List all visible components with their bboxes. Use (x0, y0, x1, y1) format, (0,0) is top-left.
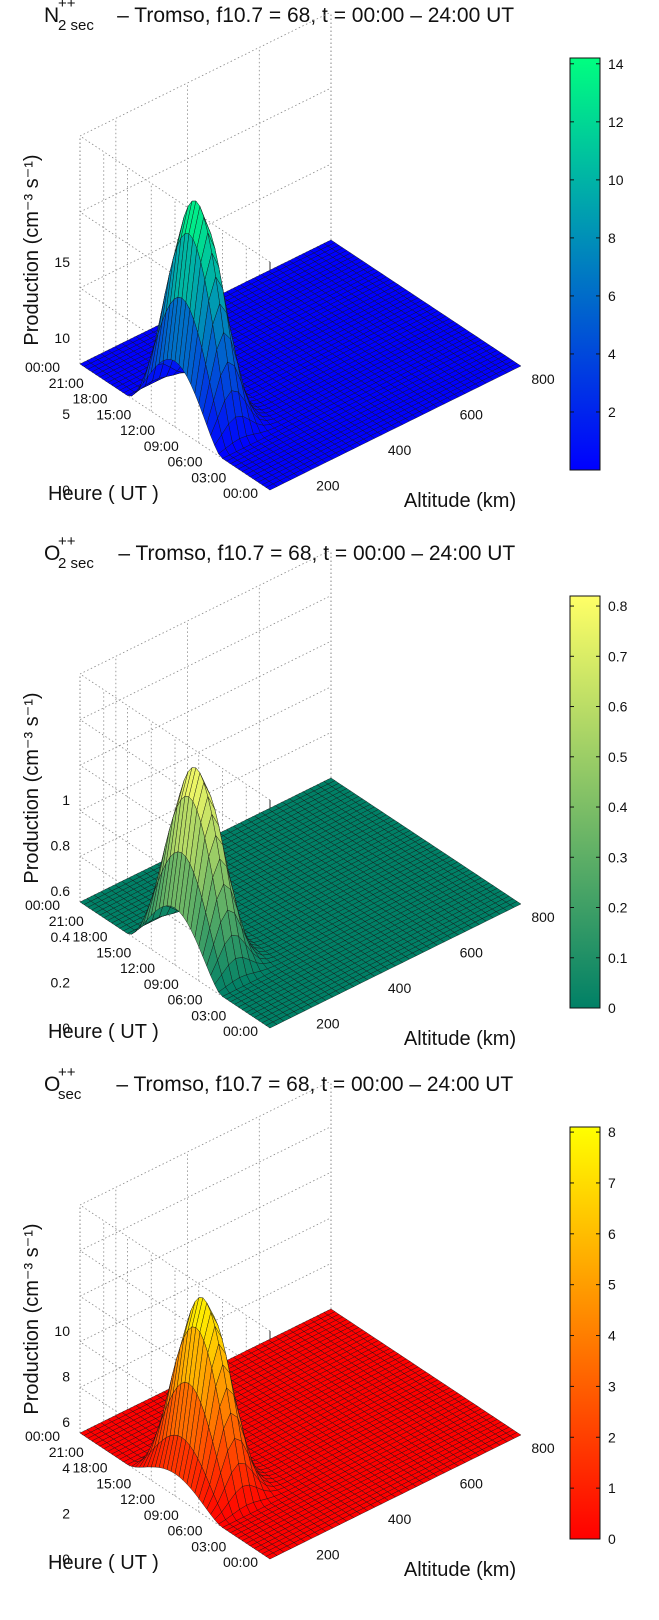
altitude-tick-label: 400 (388, 980, 412, 996)
z-tick-label: 10 (54, 330, 70, 346)
hour-tick-label: 00:00 (223, 1023, 258, 1039)
hour-tick-label: 12:00 (120, 960, 155, 976)
hour-tick-label: 12:00 (120, 422, 155, 438)
title-species: N (44, 4, 60, 27)
y-axis-label: Heure ( UT ) (48, 483, 159, 505)
hour-tick-label: 03:00 (191, 1007, 226, 1023)
hour-tick-label: 09:00 (144, 976, 179, 992)
axes: 00.20.40.60.8100:0003:0006:0009:0012:001… (21, 692, 555, 1050)
altitude-tick-label: 400 (388, 442, 412, 458)
surface-plot: 05101500:0003:0006:0009:0012:0015:0018:0… (21, 11, 624, 512)
title-subscript-text: sec (70, 555, 94, 572)
colorbar-tick-label: 0.3 (608, 849, 628, 865)
chart-title: O ++ sec – Tromso, f10.7 = 68, t = 00:00 – … (44, 1064, 514, 1103)
colorbar-tick-label: 14 (608, 56, 624, 72)
chart-panel-o2: O ++ 2 sec – Tromso, f10.7 = 68, t = 00:00 … (0, 533, 659, 1078)
hour-tick-label: 06:00 (167, 454, 202, 470)
colorbar-tick-label: 0.7 (608, 648, 628, 664)
z-tick-label: 0.4 (51, 929, 71, 945)
altitude-tick-label: 600 (460, 944, 484, 960)
z-axis-label: Production (cm⁻³ s⁻¹) (21, 692, 43, 883)
title-subscript-text: sec (70, 17, 94, 34)
hour-tick-label: 18:00 (72, 391, 107, 407)
hour-tick-label: 00:00 (25, 359, 60, 375)
x-axis-label: Altitude (km) (404, 490, 516, 512)
colorbar-tick-label: 0.4 (608, 799, 628, 815)
altitude-tick-label: 200 (316, 1015, 340, 1031)
z-tick-label: 0.8 (51, 838, 71, 854)
colorbar-tick-label: 8 (608, 230, 616, 246)
z-tick-label: 5 (62, 406, 70, 422)
surface-plot: 00.20.40.60.8100:0003:0006:0009:0012:001… (21, 549, 628, 1050)
colorbar-tick-label: 0.6 (608, 699, 628, 715)
hour-tick-label: 21:00 (49, 375, 84, 391)
hour-tick-label: 00:00 (25, 897, 60, 913)
hour-tick-label: 21:00 (49, 913, 84, 929)
altitude-tick-label: 800 (531, 371, 555, 387)
colorbar-tick-label: 0.2 (608, 900, 628, 916)
colorbar-tick-label: 4 (608, 346, 616, 362)
altitude-tick-label: 800 (531, 909, 555, 925)
x-axis-label: Altitude (km) (404, 1028, 516, 1050)
altitude-tick-label: 600 (460, 406, 484, 422)
colorbar-tick-label: 2 (608, 404, 616, 420)
grid-line (79, 549, 332, 801)
title-subscript: 2 sec (58, 17, 94, 34)
z-axis-label: Production (cm⁻³ s⁻¹) (21, 154, 43, 345)
hour-tick-label: 18:00 (72, 929, 107, 945)
hour-tick-label: 09:00 (144, 438, 179, 454)
colorbar-tick-label: 10 (608, 172, 624, 188)
grid-line (79, 1080, 332, 1332)
surface (79, 1296, 522, 1560)
colorbar (569, 57, 601, 471)
altitude-tick-label: 200 (316, 477, 340, 493)
chart-panel-o: O ++ sec – Tromso, f10.7 = 68, t = 00:00 – … (0, 1064, 659, 1609)
z-tick-label: 0.2 (51, 974, 71, 990)
surface (79, 766, 522, 1029)
title-text: – Tromso, f10.7 = 68, t = 00:00 – 24:00 … (117, 4, 515, 27)
hour-tick-label: 15:00 (96, 406, 131, 422)
colorbar-tick-label: 6 (608, 288, 616, 304)
title-subscript-number: 2 (58, 555, 67, 572)
surface-cell (265, 1021, 278, 1029)
colorbar-tick-label: 12 (608, 114, 624, 130)
z-tick-label: 0 (62, 482, 70, 498)
axes: 05101500:0003:0006:0009:0012:0015:0018:0… (21, 154, 555, 512)
title-text: – Tromso, f10.7 = 68, t = 00:00 – 24:00 … (118, 542, 516, 565)
colorbar (569, 595, 601, 1009)
hour-tick-label: 03:00 (191, 469, 226, 485)
chart-title: O ++ 2 sec – Tromso, f10.7 = 68, t = 00:00 … (44, 533, 516, 572)
z-tick-label: 0 (62, 1020, 70, 1036)
hour-tick-label: 00:00 (223, 485, 258, 501)
title-subscript: sec (58, 1086, 81, 1103)
z-tick-label: 0.6 (51, 883, 71, 899)
z-tick-label: 1 (62, 792, 70, 808)
surface (79, 200, 522, 491)
title-subscript-number: 2 (58, 17, 67, 34)
chart-title: N ++ 2 sec – Tromso, f10.7 = 68, t = 00:00 … (44, 0, 515, 34)
colorbar-tick-label: 0.1 (608, 950, 628, 966)
colorbar-tick-label: 0.8 (608, 598, 628, 614)
colorbar-tick-label: 0 (608, 1000, 616, 1016)
z-tick-label: 15 (54, 254, 70, 270)
colorbar-tick-label: 0.5 (608, 749, 628, 765)
surface-cell (265, 483, 278, 491)
title-species: O (44, 1073, 61, 1096)
hour-tick-label: 15:00 (96, 944, 131, 960)
title-superscript: ++ (58, 533, 76, 550)
title-text: – Tromso, f10.7 = 68, t = 00:00 – 24:00 … (116, 1073, 514, 1096)
hour-tick-label: 06:00 (167, 992, 202, 1008)
title-subscript-text: sec (58, 1086, 82, 1103)
title-subscript: 2 sec (58, 555, 94, 572)
title-species: O (44, 542, 61, 565)
chart-panel-n2: N ++ 2 sec – Tromso, f10.7 = 68, t = 00:00 … (0, 0, 659, 540)
title-superscript: ++ (58, 0, 76, 12)
title-superscript: ++ (58, 1064, 76, 1081)
y-axis-label: Heure ( UT ) (48, 1021, 159, 1043)
surface-plot: 024681000:0003:0006:0009:0012:0015:0018:… (21, 1080, 616, 1581)
